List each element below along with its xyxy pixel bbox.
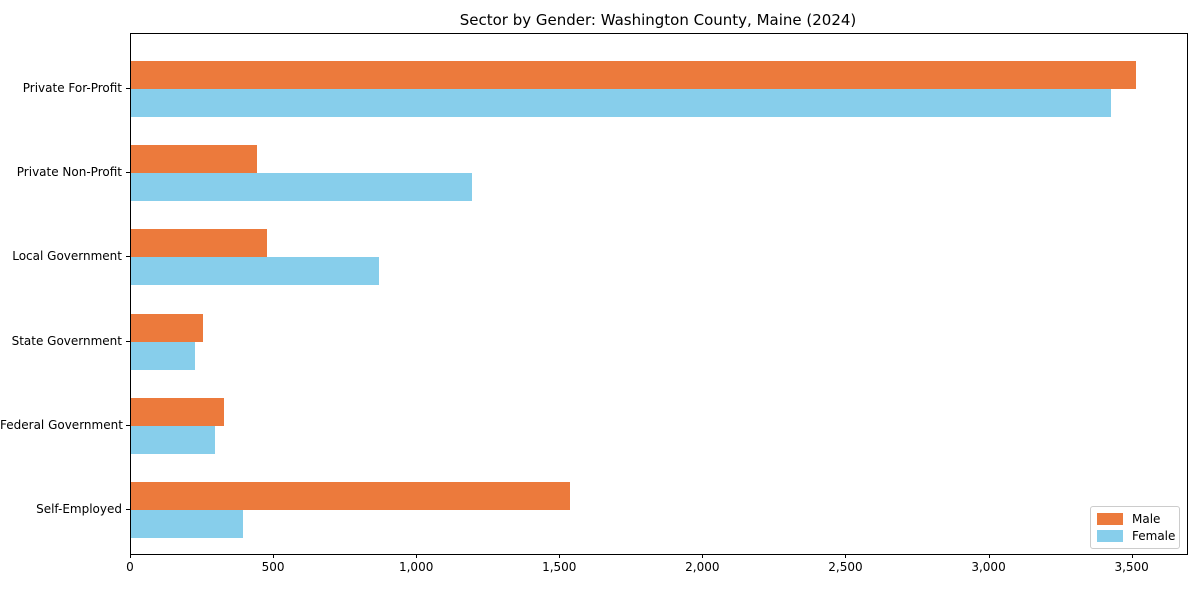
x-tick-label-2500: 2,500 <box>828 560 863 574</box>
bar-male-self-employed <box>131 482 571 510</box>
bar-female-state-government <box>131 341 196 370</box>
legend-item-female: Female <box>1097 529 1176 543</box>
legend-label-male: Male <box>1132 512 1161 526</box>
y-tick-label-local-government: Local Government <box>12 249 122 264</box>
y-tickmark-self-employed <box>126 509 130 510</box>
bar-female-private-non-profit <box>131 173 472 202</box>
x-tickmark-0 <box>130 554 131 558</box>
x-tickmark-500 <box>273 554 275 558</box>
female-series-swatch <box>1097 530 1123 542</box>
x-tickmark-2000 <box>702 554 704 558</box>
bar-female-self-employed <box>131 510 243 538</box>
x-tickmark-2500 <box>845 554 847 558</box>
bar-male-federal-government <box>131 397 224 426</box>
legend-label-female: Female <box>1132 529 1176 543</box>
y-tick-label-private-for-profit: Private For-Profit <box>22 81 122 95</box>
bar-male-local-government <box>131 229 267 258</box>
x-tickmark-1500 <box>559 554 561 558</box>
male-series-swatch <box>1097 513 1123 525</box>
x-tick-label-500: 500 <box>261 560 285 574</box>
x-tickmark-3500 <box>1131 554 1133 558</box>
x-tick-label-1000: 1,000 <box>398 560 434 574</box>
x-tickmark-1000 <box>416 554 418 558</box>
x-tick-label-3500: 3,500 <box>1114 560 1149 574</box>
bar-male-private-for-profit <box>131 61 1136 89</box>
plot-area <box>130 33 1188 555</box>
y-tickmark-private-for-profit <box>126 88 130 89</box>
y-tickmark-local-government <box>126 256 130 258</box>
y-tick-label-self-employed: Self-Employed <box>36 502 122 516</box>
y-tick-label-state-government: State Government <box>11 333 122 348</box>
x-tick-label-2000: 2,000 <box>685 560 720 574</box>
y-tick-label-private-non-profit: Private Non-Profit <box>16 165 122 180</box>
x-tick-label-1500: 1,500 <box>542 560 577 574</box>
bar-male-state-government <box>131 313 203 342</box>
x-tick-label-3000: 3,000 <box>971 560 1006 574</box>
bar-male-private-non-profit <box>131 145 257 174</box>
legend: Male Female <box>1090 506 1180 549</box>
chart-title: Sector by Gender: Washington County, Mai… <box>459 11 857 29</box>
y-tickmark-state-government <box>126 340 130 342</box>
bar-female-federal-government <box>131 425 216 454</box>
legend-item-male: Male <box>1097 512 1173 526</box>
x-tick-label-0: 0 <box>126 560 134 574</box>
y-tick-label-federal-government: Federal Government <box>0 417 123 432</box>
y-tickmark-federal-government <box>126 424 130 426</box>
bar-female-local-government <box>131 257 379 286</box>
bar-female-private-for-profit <box>131 89 1112 117</box>
x-tickmark-3000 <box>988 554 990 558</box>
y-tickmark-private-non-profit <box>126 172 130 174</box>
